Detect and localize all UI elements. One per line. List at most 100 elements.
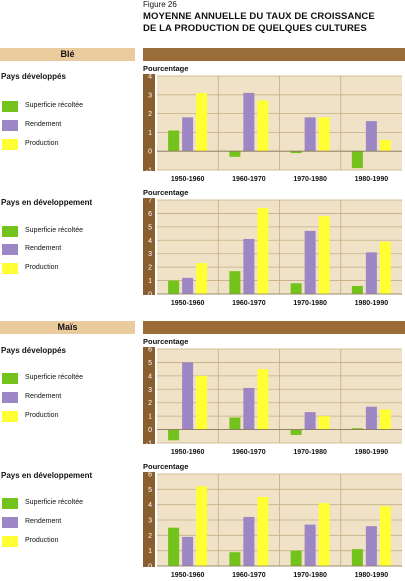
- x-category-label: 1980-1990: [355, 300, 389, 307]
- x-category-label: 1970-1980: [293, 300, 327, 307]
- x-category-label: 1960-1970: [232, 449, 266, 456]
- legend-swatch: [2, 139, 18, 150]
- x-category-label: 1950-1960: [171, 300, 205, 307]
- legend-label: Production: [25, 537, 59, 544]
- bar: [304, 412, 316, 430]
- y-tick-label: 3: [148, 92, 152, 99]
- y-tick-label: 4: [148, 74, 152, 81]
- x-category-label: 1950-1960: [171, 449, 205, 456]
- legend-swatch: [2, 244, 18, 255]
- section-header-mais: Maïs: [0, 321, 135, 334]
- x-category-label: 1960-1970: [232, 176, 266, 183]
- x-category-label: 1970-1980: [293, 449, 327, 456]
- legend-swatch: [2, 498, 18, 509]
- y-tick-label: 1: [148, 278, 152, 285]
- y-tick-label: 5: [148, 224, 152, 231]
- bar: [365, 406, 377, 430]
- bar: [304, 117, 316, 152]
- legend-swatch: [2, 101, 18, 112]
- bar: [351, 549, 363, 566]
- bar: [182, 536, 194, 566]
- y-tick-label: 6: [148, 347, 152, 354]
- legend-swatch: [2, 263, 18, 274]
- panel-title: Pays développés: [1, 346, 66, 355]
- legend-label: Superficie récoltée: [25, 374, 83, 381]
- bar: [351, 151, 363, 169]
- x-category-label: 1950-1960: [171, 176, 205, 183]
- bar: [196, 486, 208, 566]
- bar: [379, 506, 391, 566]
- y-tick-label: 1: [148, 548, 152, 555]
- x-category-label: 1960-1970: [232, 300, 266, 307]
- y-axis-strip: [143, 74, 155, 171]
- bar: [318, 503, 330, 566]
- bar: [318, 117, 330, 152]
- bar: [365, 526, 377, 566]
- y-tick-label: 3: [148, 387, 152, 394]
- y-tick-label: 2: [148, 265, 152, 272]
- legend-label: Production: [25, 264, 59, 271]
- legend-swatch: [2, 120, 18, 131]
- legend-label: Production: [25, 140, 59, 147]
- legend-swatch: [2, 373, 18, 384]
- y-axis-strip: [143, 198, 155, 295]
- y-tick-label: 6: [148, 472, 152, 479]
- y-axis-label: Pourcentage: [143, 64, 189, 73]
- y-axis-strip: [143, 347, 155, 444]
- x-category-label: 1980-1990: [355, 572, 389, 579]
- x-category-label: 1960-1970: [232, 572, 266, 579]
- bar: [351, 428, 363, 430]
- y-tick-label: 5: [148, 487, 152, 494]
- y-tick-label: 7: [148, 198, 152, 205]
- bar: [290, 151, 302, 154]
- panel-title: Pays en développement: [1, 471, 93, 480]
- legend-label: Rendement: [25, 121, 62, 128]
- x-category-label: 1950-1960: [171, 572, 205, 579]
- y-tick-label: 0: [148, 427, 152, 434]
- x-category-label: 1980-1990: [355, 176, 389, 183]
- legend-label: Superficie récoltée: [25, 499, 83, 506]
- y-tick-label: 4: [148, 502, 152, 509]
- legend-swatch: [2, 536, 18, 547]
- y-tick-label: 0: [148, 292, 152, 299]
- bar: [290, 283, 302, 294]
- bar: [229, 552, 241, 566]
- legend-label: Superficie récoltée: [25, 227, 83, 234]
- bar: [257, 497, 269, 566]
- y-axis-strip: [143, 472, 155, 567]
- legend-label: Rendement: [25, 393, 62, 400]
- y-tick-label: 2: [148, 400, 152, 407]
- legend-label: Superficie récoltée: [25, 102, 83, 109]
- y-tick-label: 1: [148, 414, 152, 421]
- figure-title-line2: DE LA PRODUCTION DE QUELQUES CULTURES: [143, 23, 367, 34]
- bar: [243, 516, 255, 566]
- y-tick-label: 1: [148, 130, 152, 137]
- y-tick-label: 4: [148, 373, 152, 380]
- bar: [168, 527, 180, 566]
- x-category-label: 1970-1980: [293, 176, 327, 183]
- section-header-mais-bar: [143, 321, 405, 334]
- bar: [257, 208, 269, 294]
- bar: [196, 375, 208, 430]
- bar-chart-mais-en-developpement: 0 1 2 3 4 5 6 1950-1960 1960-1970 1970-1980 1980-1…: [143, 472, 402, 579]
- y-tick-label: 0: [148, 564, 152, 571]
- bar: [379, 139, 391, 152]
- y-axis-label: Pourcentage: [143, 188, 189, 197]
- panel-title: Pays en développement: [1, 198, 93, 207]
- bar: [168, 429, 180, 441]
- bar: [290, 550, 302, 566]
- x-category-label: 1980-1990: [355, 449, 389, 456]
- bar: [318, 216, 330, 294]
- bar: [182, 117, 194, 152]
- x-category-label: 1970-1980: [293, 572, 327, 579]
- bar: [365, 252, 377, 294]
- bar: [304, 230, 316, 294]
- bar: [365, 121, 377, 152]
- bar: [196, 263, 208, 294]
- bar: [196, 92, 208, 152]
- bar: [379, 409, 391, 430]
- legend-label: Production: [25, 412, 59, 419]
- legend-label: Rendement: [25, 245, 62, 252]
- y-tick-label: -1: [146, 441, 152, 448]
- legend-swatch: [2, 392, 18, 403]
